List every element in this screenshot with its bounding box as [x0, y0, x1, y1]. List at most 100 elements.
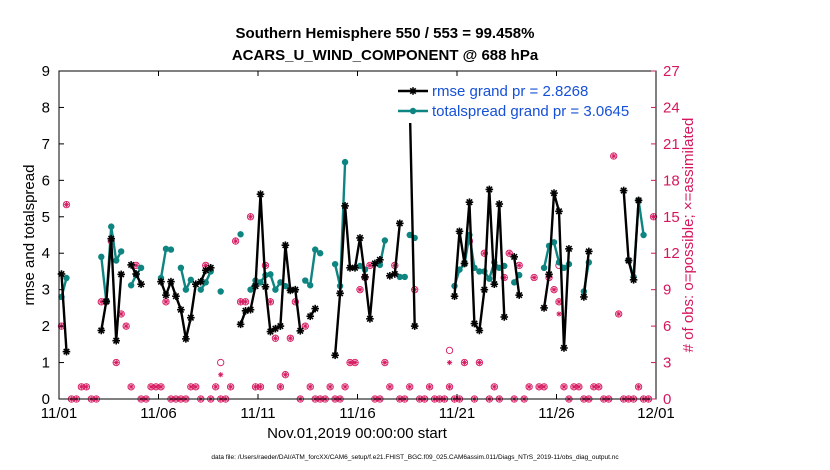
obs-assimilated-cross [556, 299, 562, 305]
obs-count-marker [406, 383, 414, 391]
y2-tick-label: 21 [663, 136, 680, 153]
obs-count-marker [530, 273, 538, 282]
rmse-line-segment [60, 273, 68, 352]
y2-axis-ticks: 0 3 6 9 12 15 18 21 24 27 [651, 63, 680, 408]
obs-assimilated-cross [541, 384, 547, 390]
series-lines [57, 97, 647, 360]
obs-count-marker [326, 383, 334, 391]
legend: rmse grand pr = 2.8268 totalspread grand… [396, 81, 629, 123]
rmse-point [62, 347, 71, 356]
obs-assimilated-cross [327, 384, 333, 390]
x-axis-ticks: 11/01 11/06 11/11 11/16 11/21 11/26 12/01 [41, 71, 675, 422]
rmse-point [550, 189, 558, 197]
y-tick-label: 3 [42, 282, 50, 299]
y-tick-label: 8 [42, 99, 50, 116]
obs-assimilated-cross [491, 384, 497, 390]
rmse-point [460, 259, 469, 268]
legend-rmse-star [409, 87, 417, 95]
spread-point [456, 266, 463, 273]
spread-point [511, 279, 518, 286]
obs-assimilated-cross [506, 250, 512, 256]
obs-count-marker [381, 358, 389, 367]
spread-point [307, 282, 314, 289]
y-tick-label: 5 [42, 209, 50, 226]
y2-tick-label: 12 [663, 245, 680, 262]
x-tick-label: 11/11 [240, 405, 275, 422]
obs-assimilated-cross [302, 323, 308, 329]
spread-point [117, 248, 125, 255]
obs-assimilated-cross [357, 287, 363, 293]
rmse-point [251, 282, 260, 290]
obs-assimilated-cross [128, 384, 134, 390]
spread-point [316, 250, 324, 257]
spread-point [560, 264, 568, 271]
y-tick-label: 0 [42, 391, 50, 408]
spread-point [272, 286, 279, 293]
obs-count-marker [271, 334, 280, 342]
rmse-point [256, 190, 265, 198]
spread-point [217, 288, 224, 295]
rmse-point [540, 304, 548, 312]
obs-assimilated-marker [556, 311, 562, 317]
rmse-point [490, 280, 499, 288]
obs-count-marker [246, 213, 255, 221]
x-tick-label: 11/06 [140, 405, 176, 422]
rmse-point [391, 270, 399, 278]
obs-count-marker [560, 383, 568, 391]
rmse-point [465, 198, 474, 206]
data-file-footnote: data file: /Users/raeder/DAI/ATM_forcXX/… [211, 454, 619, 461]
rmse-point [624, 256, 633, 265]
rmse-line-segment [453, 188, 506, 332]
rmse-point [395, 219, 404, 228]
legend-rmse-label: rmse grand pr = 2.8268 [432, 83, 588, 100]
rmse-point [102, 297, 111, 306]
y2-tick-label: 18 [663, 172, 680, 189]
y2-tick-label: 24 [663, 99, 680, 116]
rmse-point [341, 202, 349, 210]
rmse-point [455, 227, 464, 236]
spread-point [247, 286, 254, 293]
rmse-point [112, 336, 121, 345]
obs-count-marker [286, 334, 294, 342]
obs-count-marker [634, 383, 643, 391]
obs-count-marker [226, 383, 235, 391]
rmse-point [306, 312, 315, 321]
spread-point [197, 286, 204, 293]
rmse-point [177, 305, 185, 314]
spread-point [267, 271, 274, 278]
rmse-point [97, 326, 106, 335]
y-axis-label: rmse and totalspread [21, 165, 38, 306]
obs-count-marker [575, 383, 583, 391]
rmse-point [157, 277, 165, 286]
rmse-point [351, 264, 359, 272]
y-tick-label: 6 [42, 172, 50, 189]
obs-count-marker [540, 383, 548, 391]
rmse-point [132, 270, 140, 278]
rmse-line-segment [542, 191, 571, 350]
rmse-point [276, 322, 285, 330]
rmse-point [261, 282, 270, 291]
y-tick-label: 7 [42, 136, 50, 153]
spread-point [108, 223, 115, 230]
obs-assimilated-cross [203, 262, 209, 268]
rmse-point [206, 264, 215, 272]
obs-assimilated-cross [382, 359, 388, 366]
spread-point [396, 273, 403, 281]
spread-point [177, 264, 185, 271]
spread-point [182, 286, 190, 293]
spread-point [202, 279, 209, 286]
rmse-point [246, 305, 255, 314]
obs-possible-marker [445, 346, 454, 355]
obs-count-marker [356, 286, 364, 294]
rmse-point [450, 292, 459, 301]
y2-tick-label: 15 [663, 209, 680, 226]
obs-assimilated-marker [446, 359, 453, 366]
spread-point [137, 264, 145, 271]
x-tick-label: 11/16 [339, 405, 375, 422]
rmse-point [410, 322, 419, 330]
obs-assimilated-cross [118, 311, 124, 317]
obs-assimilated-cross [516, 262, 522, 268]
obs-assimilated-cross [63, 202, 70, 208]
obs-assimilated-cross [596, 384, 602, 390]
